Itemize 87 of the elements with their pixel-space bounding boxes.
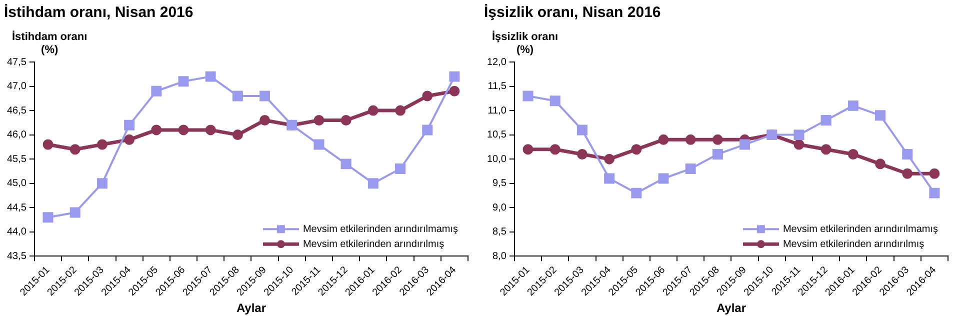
point bbox=[631, 144, 642, 155]
point bbox=[794, 139, 804, 150]
point bbox=[314, 115, 324, 126]
y-tick-label: 46,0 bbox=[6, 130, 27, 141]
point bbox=[232, 130, 243, 140]
point bbox=[96, 178, 108, 189]
point bbox=[794, 130, 804, 140]
legend-label: Mevsim etkilerinden arındırılmamış bbox=[302, 224, 458, 235]
y-tick-label: 45,0 bbox=[6, 178, 27, 190]
point bbox=[260, 115, 270, 126]
y-tick-label: 9,0 bbox=[492, 202, 507, 214]
point bbox=[124, 134, 135, 145]
point bbox=[70, 144, 80, 155]
point bbox=[96, 139, 108, 150]
y-tick-label: 11,5 bbox=[488, 81, 507, 92]
point bbox=[178, 76, 189, 87]
point bbox=[395, 164, 406, 174]
y-tick-label: 47,5 bbox=[6, 56, 27, 68]
point bbox=[449, 71, 460, 82]
y-axis-title: İşsizlik oranı (%) bbox=[492, 30, 558, 56]
y-tick-label: 10,0 bbox=[486, 154, 507, 165]
y-tick-label: 45,5 bbox=[6, 154, 27, 165]
point bbox=[522, 144, 534, 155]
point bbox=[604, 154, 615, 164]
point bbox=[685, 164, 696, 174]
y-tick-label: 12,0 bbox=[486, 56, 507, 68]
chart-title: İşsizlik oranı, Nisan 2016 bbox=[484, 4, 661, 22]
point bbox=[820, 144, 832, 155]
point bbox=[422, 124, 433, 136]
point bbox=[550, 96, 560, 106]
y-tick-label: 9,5 bbox=[492, 178, 507, 190]
y-tick-label: 11,0 bbox=[488, 105, 507, 116]
y-tick-label: 10,5 bbox=[486, 130, 507, 141]
point bbox=[902, 168, 913, 179]
point bbox=[124, 120, 135, 130]
point bbox=[205, 71, 216, 82]
point bbox=[395, 105, 406, 116]
y-tick-label: 8,0 bbox=[492, 250, 507, 262]
point bbox=[658, 173, 669, 184]
point bbox=[151, 86, 162, 96]
y-axis-title: İstihdam oranı (%) bbox=[12, 30, 88, 56]
point bbox=[875, 110, 886, 121]
point bbox=[820, 115, 832, 126]
point bbox=[42, 139, 54, 150]
point bbox=[368, 178, 378, 189]
point bbox=[576, 148, 588, 160]
point bbox=[42, 212, 54, 223]
legend-label: Mevsim etkilerinden arındırılmamış bbox=[782, 224, 938, 235]
legend-label: Mevsim etkilerinden arındırılmış bbox=[782, 238, 924, 250]
point bbox=[340, 115, 352, 126]
point bbox=[631, 188, 642, 198]
point bbox=[929, 188, 940, 198]
point bbox=[232, 90, 243, 102]
y-tick-label: 44,0 bbox=[6, 226, 27, 238]
y-tick-label: 47,0 bbox=[6, 81, 27, 92]
point bbox=[449, 86, 460, 96]
point bbox=[522, 90, 534, 102]
x-axis-title: Aylar bbox=[236, 301, 266, 316]
point bbox=[740, 139, 750, 150]
y-tick-label: 8,5 bbox=[492, 226, 507, 238]
x-axis-title: Aylar bbox=[716, 301, 746, 316]
y-tick-label: 43,5 bbox=[6, 250, 27, 262]
y-tick-label: 44,5 bbox=[6, 202, 27, 214]
point bbox=[178, 124, 189, 136]
point bbox=[875, 158, 886, 170]
point bbox=[340, 158, 352, 170]
legend-label: Mevsim etkilerinden arındırılmış bbox=[302, 238, 444, 250]
point bbox=[151, 124, 162, 136]
point bbox=[712, 148, 723, 160]
point bbox=[422, 90, 433, 102]
point bbox=[685, 134, 696, 145]
point bbox=[848, 148, 858, 160]
point bbox=[314, 139, 324, 150]
point bbox=[902, 148, 913, 160]
point bbox=[576, 124, 588, 136]
point bbox=[604, 173, 615, 184]
point bbox=[368, 105, 378, 116]
y-tick-label: 46,5 bbox=[6, 105, 27, 116]
point bbox=[929, 168, 940, 179]
point bbox=[260, 90, 270, 102]
point bbox=[550, 144, 560, 155]
point bbox=[848, 100, 858, 111]
chart-title: İstihdam oranı, Nisan 2016 bbox=[4, 4, 194, 22]
point bbox=[205, 124, 216, 136]
point bbox=[712, 134, 723, 145]
point bbox=[70, 207, 80, 218]
point bbox=[658, 134, 669, 145]
